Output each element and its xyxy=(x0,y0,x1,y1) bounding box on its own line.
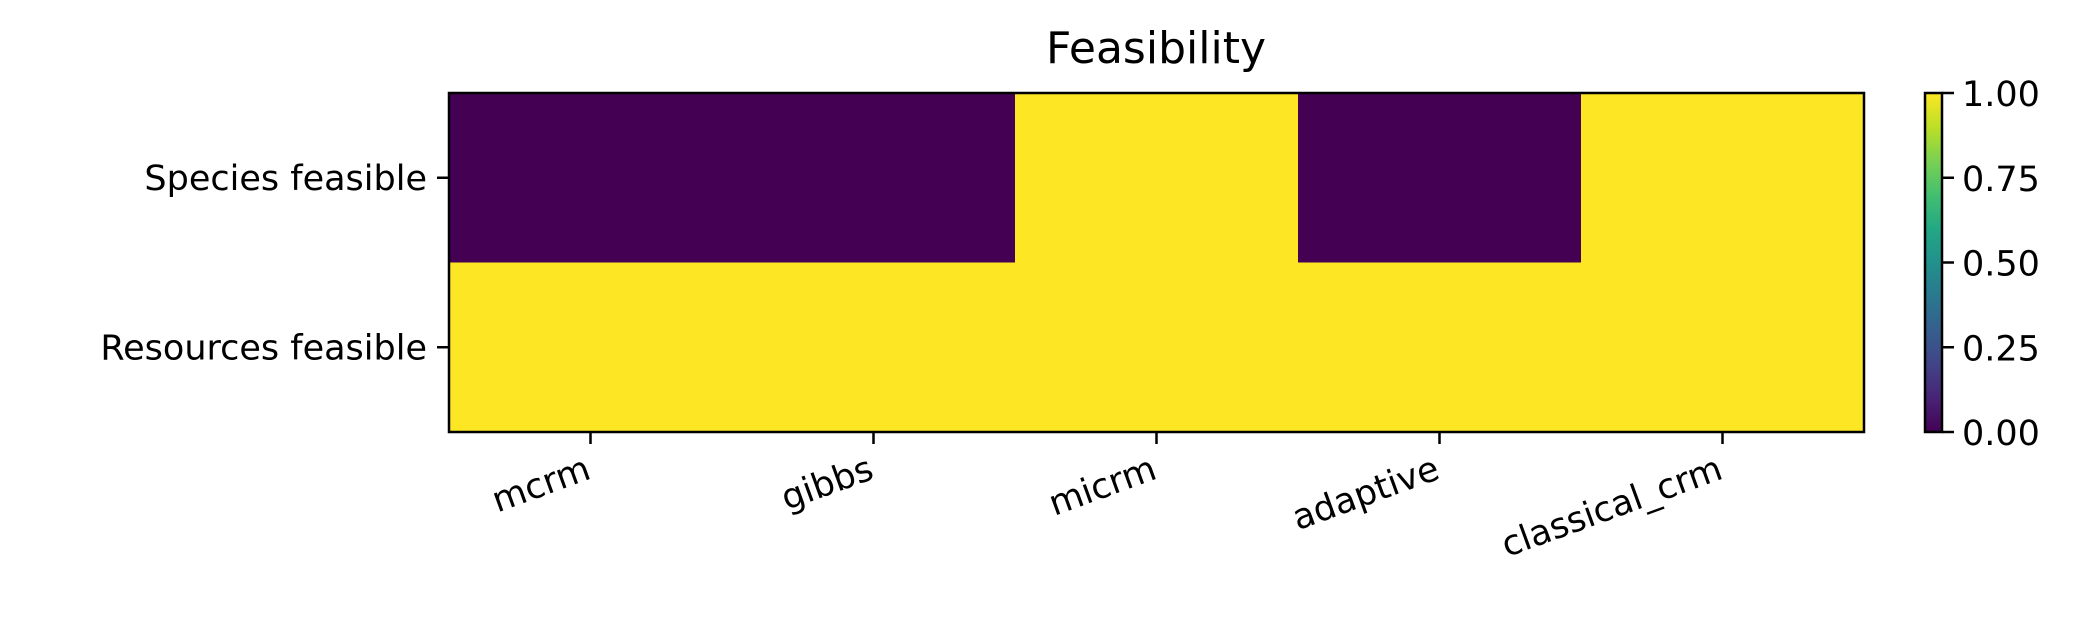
colorbar-ticks: 0.00 0.25 0.50 0.75 1.00 xyxy=(1942,75,2040,454)
colorbar: 0.00 0.25 0.50 0.75 1.00 xyxy=(1923,75,2040,454)
colorbar-tick-label: 0.25 xyxy=(1962,329,2040,369)
heatmap-cell xyxy=(1298,262,1582,433)
y-tick-label: Resources feasible xyxy=(100,328,427,368)
heatmap-cell xyxy=(449,93,733,264)
y-axis: Species feasible Resources feasible xyxy=(100,159,449,368)
heatmap-cell xyxy=(449,262,733,433)
colorbar-tick-label: 0.50 xyxy=(1962,245,2040,285)
x-tick-label: adaptive xyxy=(1287,449,1444,539)
x-axis: mcrm gibbs micrm adaptive classical_crm xyxy=(487,432,1728,566)
heatmap-cell xyxy=(732,93,1016,264)
x-tick-label: micrm xyxy=(1044,449,1162,525)
chart-title: Feasibility xyxy=(1046,23,1266,74)
heatmap-cell xyxy=(1298,93,1582,264)
x-tick-label: classical_crm xyxy=(1496,449,1727,566)
heatmap-cell xyxy=(1015,262,1299,433)
y-tick-label: Species feasible xyxy=(144,159,427,199)
colorbar-tick-label: 0.00 xyxy=(1962,414,2040,454)
x-tick-label: mcrm xyxy=(487,449,596,521)
x-tick-label: gibbs xyxy=(776,449,879,519)
colorbar-tick-label: 0.75 xyxy=(1962,160,2040,200)
heatmap-cell xyxy=(1581,93,1865,264)
heatmap-cell xyxy=(1581,262,1865,433)
colorbar-gradient xyxy=(1925,93,1942,432)
heatmap-cell xyxy=(732,262,1016,433)
colorbar-tick-label: 1.00 xyxy=(1962,75,2040,115)
heatmap-cells xyxy=(449,93,1865,433)
heatmap-cell xyxy=(1015,93,1299,264)
